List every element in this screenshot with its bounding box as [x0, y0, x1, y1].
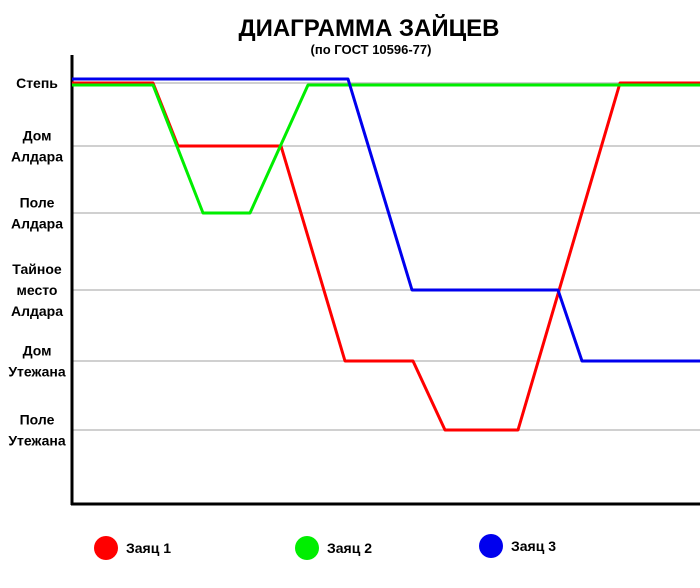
y-tick-label: место	[17, 282, 58, 298]
series-line-1	[72, 81, 700, 432]
y-tick-label: Поле	[20, 412, 55, 428]
y-tick-label: Дом	[23, 343, 52, 359]
legend-marker	[479, 534, 503, 558]
y-axis-labels: Степь Дом Алдара Поле Алдара Тайное место Алдар…	[8, 75, 66, 449]
legend-label: Заяц 3	[511, 538, 556, 554]
legend-label: Заяц 2	[327, 540, 372, 556]
y-tick-label: Утежана	[8, 433, 66, 449]
series-lines	[72, 77, 700, 432]
y-tick-label: Алдара	[11, 149, 63, 165]
y-tick-label: Степь	[16, 75, 58, 91]
y-tick-label: Алдара	[11, 216, 63, 232]
legend-marker	[295, 536, 319, 560]
y-tick-label: Утежана	[8, 364, 66, 380]
y-tick-label: Тайное	[12, 261, 62, 277]
legend-marker	[94, 536, 118, 560]
legend: Заяц 1 Заяц 2 Заяц 3	[94, 534, 556, 560]
y-tick-label: Дом	[23, 128, 52, 144]
series-line-3	[72, 77, 700, 363]
legend-label: Заяц 1	[126, 540, 171, 556]
series-line-2	[72, 83, 700, 215]
chart-subtitle: (по ГОСТ 10596-77)	[311, 42, 432, 57]
y-tick-label: Алдара	[11, 303, 63, 319]
y-tick-label: Поле	[20, 195, 55, 211]
chart-title: ДИАГРАММА ЗАЙЦЕВ	[239, 14, 500, 42]
